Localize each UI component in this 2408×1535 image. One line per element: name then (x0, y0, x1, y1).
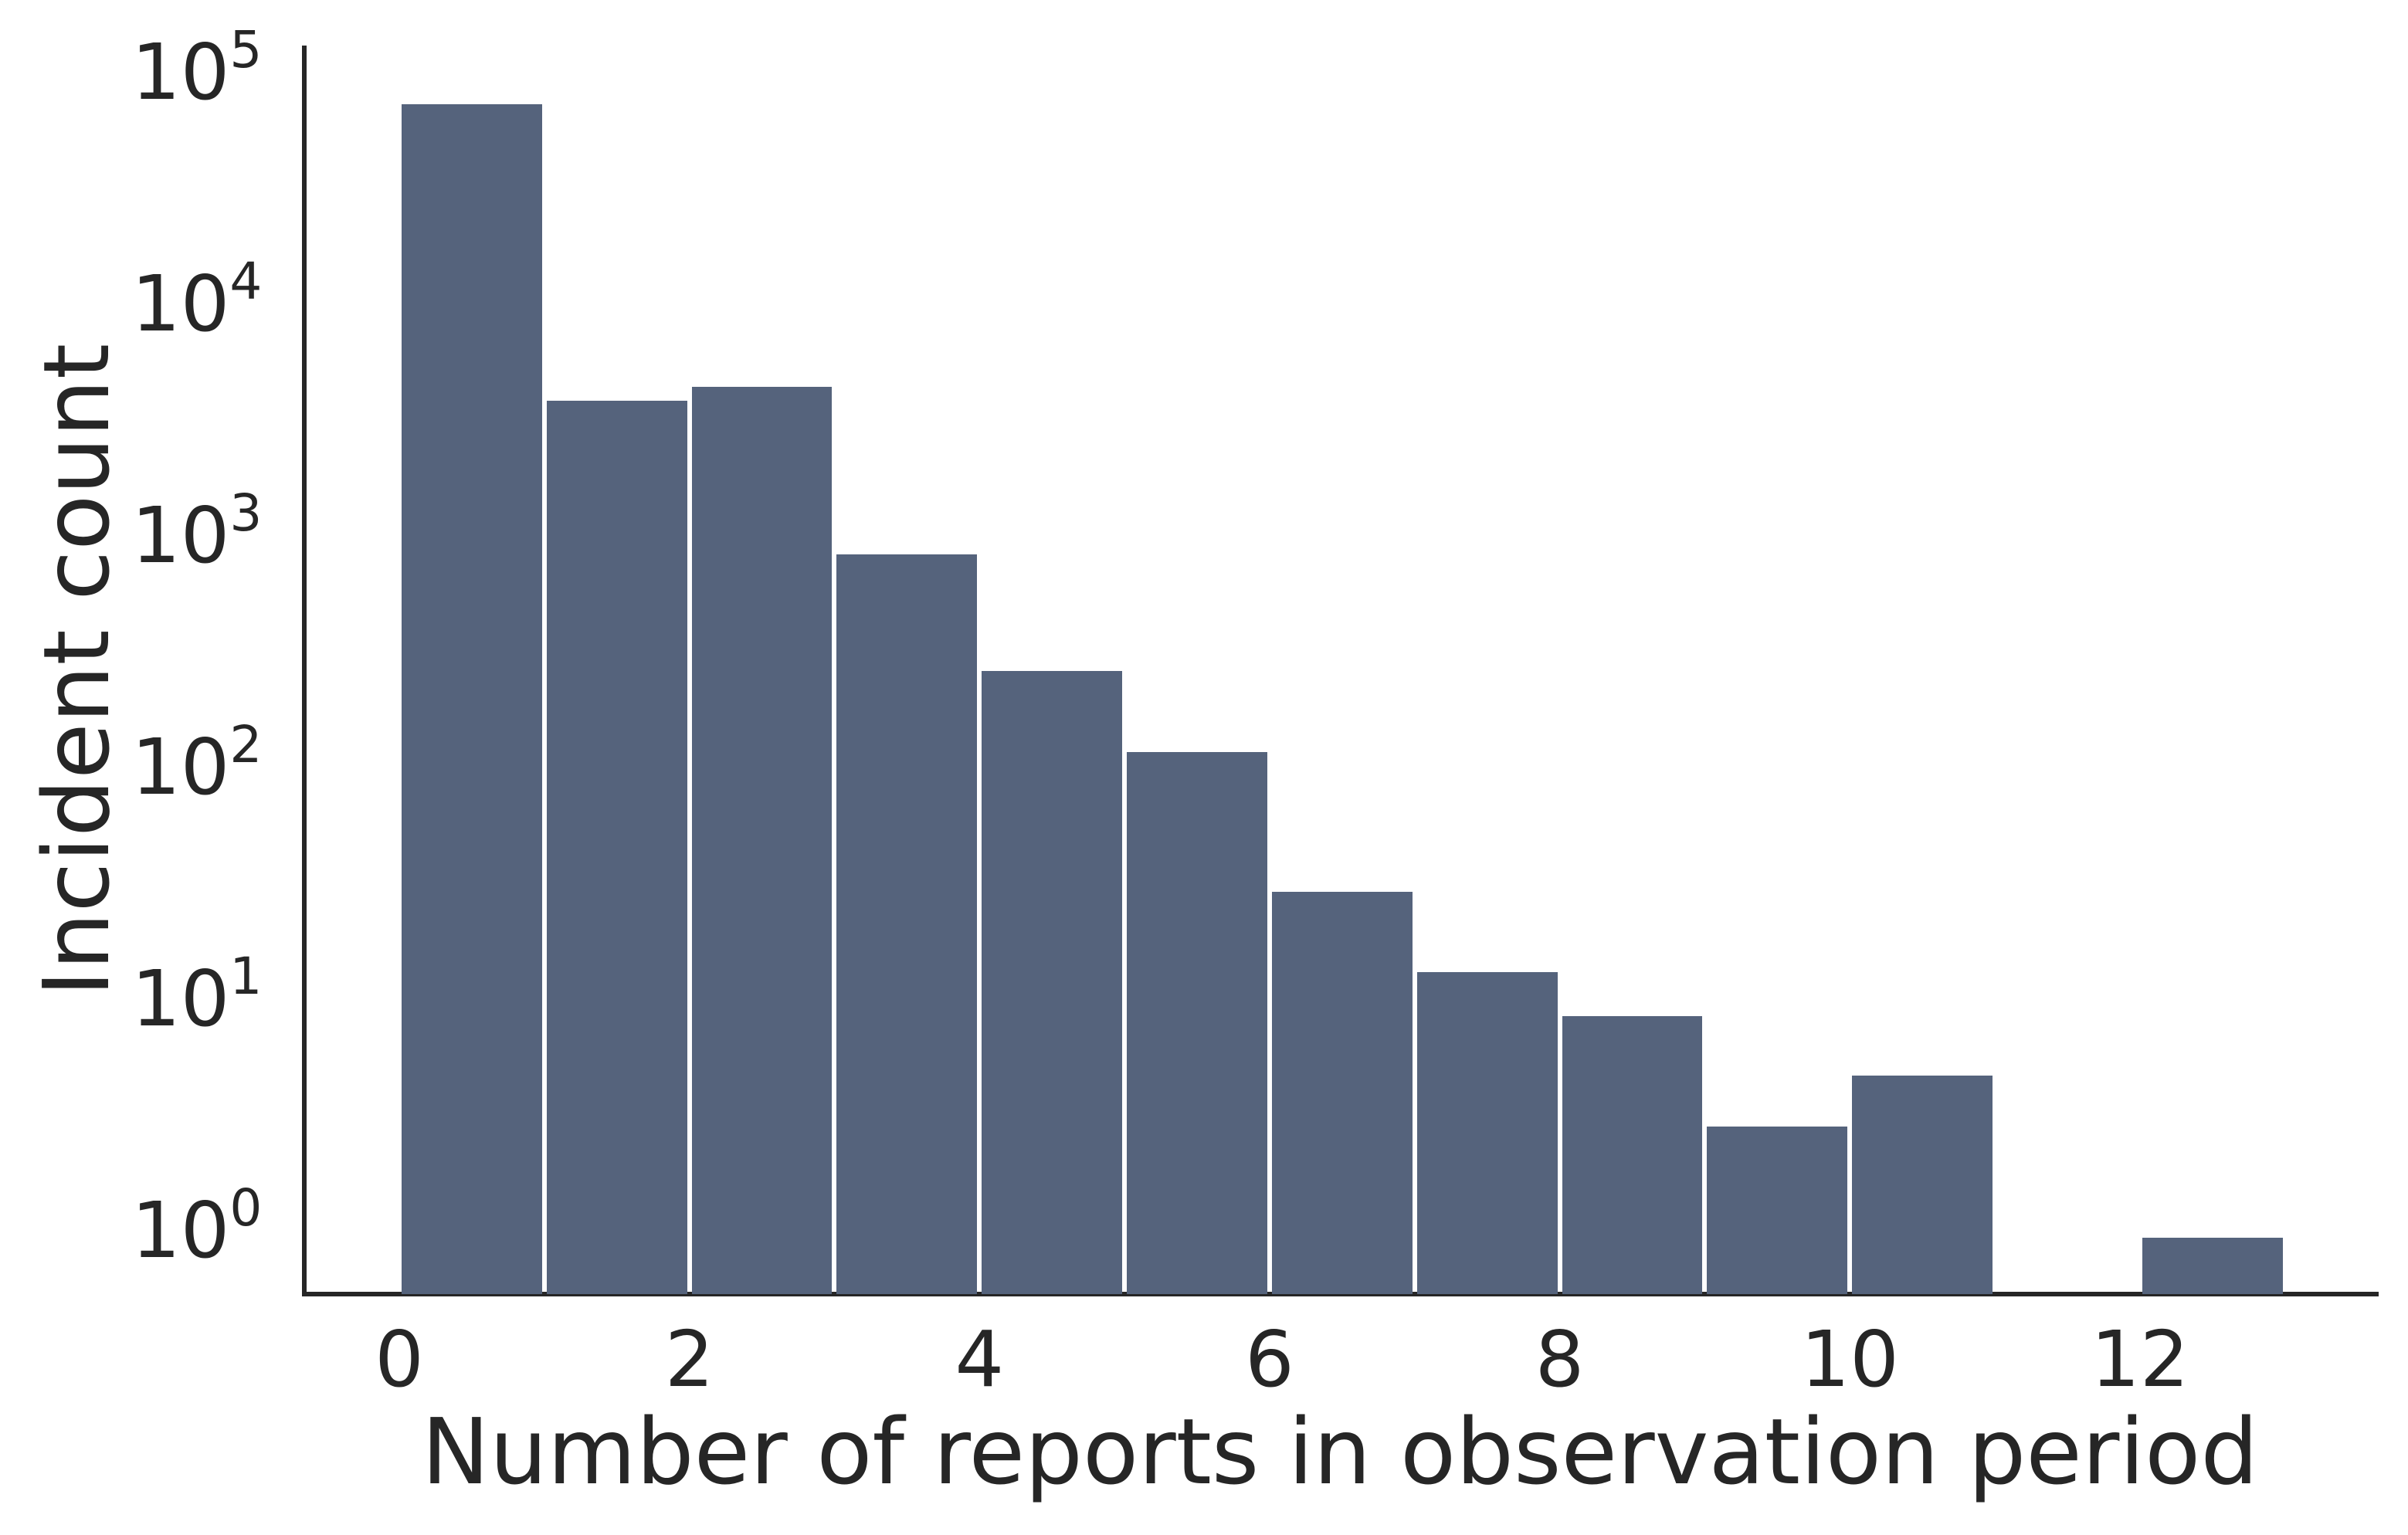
histogram-bar (691, 387, 833, 1294)
x-tick-label: 10 (1800, 1314, 1899, 1405)
x-tick-label: 6 (1245, 1314, 1294, 1405)
y-tick-label: 100 (131, 1178, 263, 1276)
histogram-bar (2142, 1237, 2283, 1294)
y-axis-spine (302, 46, 307, 1294)
y-axis-label: Incident count (23, 343, 131, 998)
x-tick-label: 2 (664, 1314, 714, 1405)
histogram-bar (1271, 892, 1413, 1294)
y-tick-label: 105 (131, 19, 263, 117)
y-tick-label: 104 (131, 251, 263, 349)
histogram-bar (982, 670, 1123, 1294)
histogram-bar (1707, 1127, 1848, 1294)
x-tick-label: 8 (1535, 1314, 1585, 1405)
histogram-bar (1562, 1016, 1703, 1294)
x-tick-label: 12 (2091, 1314, 2189, 1405)
plot-area (302, 46, 2379, 1296)
histogram-bar (402, 104, 542, 1294)
histogram-bar (1127, 751, 1267, 1294)
x-tick-label: 4 (955, 1314, 1005, 1405)
histogram-bar (1852, 1075, 1993, 1294)
histogram-bar (546, 400, 687, 1294)
y-tick-label: 102 (131, 714, 263, 812)
x-axis-spine (302, 1292, 2379, 1296)
y-tick-label: 103 (131, 483, 263, 581)
x-axis-label: Number of reports in observation period (421, 1398, 2259, 1505)
x-tick-label: 0 (375, 1314, 424, 1405)
y-tick-label: 101 (131, 946, 263, 1044)
histogram-bar (1416, 971, 1558, 1294)
histogram-bar (836, 554, 978, 1294)
